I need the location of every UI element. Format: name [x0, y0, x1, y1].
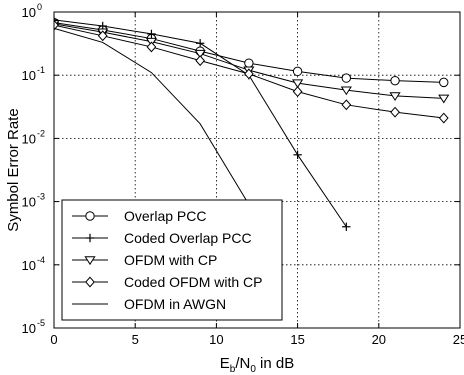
- legend-label: OFDM with CP: [124, 252, 217, 268]
- y-tick-label: 10: [22, 68, 36, 83]
- data-point: [292, 66, 303, 77]
- x-axis-label-mid: /N: [235, 355, 250, 372]
- x-axis-label-sub2: 0: [250, 364, 256, 375]
- y-tick-label-base: 10: [22, 258, 36, 273]
- series-layer: [54, 15, 450, 231]
- y-tick-label-base: 10: [22, 195, 36, 210]
- legend-label: Overlap PCC: [124, 208, 206, 224]
- data-point: [194, 49, 206, 59]
- y-axis-label: Symbol Error Rate: [5, 108, 22, 231]
- data-point: [340, 86, 352, 96]
- data-point: [147, 29, 156, 39]
- data-point: [342, 222, 351, 231]
- x-axis-label-base: E: [220, 355, 230, 372]
- data-point: [292, 86, 303, 98]
- legend-label: Coded Overlap PCC: [124, 230, 252, 246]
- series-5: [54, 27, 250, 205]
- legend-marker: [85, 211, 95, 221]
- y-tick-label: 10: [22, 5, 36, 20]
- y-tick-label-exponent: -2: [37, 128, 45, 138]
- y-tick-label-base: 10: [22, 68, 36, 83]
- y-tick-label: 10: [22, 195, 36, 210]
- y-tick-label-base: 10: [22, 131, 36, 146]
- data-point: [54, 19, 59, 31]
- data-point: [146, 41, 157, 53]
- x-axis-label-rest: in dB: [256, 355, 294, 372]
- series-line: [54, 27, 250, 205]
- data-point: [390, 75, 400, 86]
- x-tick-label: 20: [372, 332, 386, 347]
- legend-marker: [85, 276, 95, 288]
- data-point: [341, 99, 352, 111]
- y-tick-label-exponent: 0: [37, 2, 42, 12]
- x-axis-label: Eb/N0 in dB: [220, 355, 295, 375]
- y-tick-label: 10: [22, 258, 36, 273]
- plot-frame: [53, 11, 461, 329]
- legend: Overlap PCC Coded Overlap PCC OFDM with CP…: [61, 199, 283, 321]
- y-tick-label: 10: [22, 131, 36, 146]
- data-point: [438, 94, 450, 104]
- y-tick-label: 10: [22, 321, 36, 336]
- x-tick-label: 5: [132, 332, 139, 347]
- y-tick-label-exponent: -3: [37, 192, 45, 202]
- x-tick-label: 25: [453, 332, 464, 347]
- legend-entry: OFDM with CP: [72, 252, 217, 268]
- legend-label: Coded OFDM with CP: [124, 274, 262, 290]
- x-tick-label: 10: [209, 332, 223, 347]
- data-point: [438, 112, 449, 124]
- legend-label: OFDM in AWGN: [124, 296, 226, 312]
- y-tick-label-exponent: -5: [37, 318, 45, 328]
- series-4: [54, 19, 449, 124]
- legend-entry: Coded Overlap PCC: [72, 230, 252, 246]
- y-tick-label-base: 10: [22, 5, 36, 20]
- data-point: [389, 92, 401, 102]
- data-point: [244, 68, 254, 80]
- data-point: [390, 106, 400, 118]
- data-point: [54, 15, 59, 25]
- legend-entry: OFDM in AWGN: [72, 296, 226, 312]
- legend-entry: Coded OFDM with CP: [72, 274, 262, 290]
- x-axis-label-sub1: b: [230, 364, 236, 375]
- y-tick-label-exponent: -4: [37, 255, 45, 265]
- data-point: [293, 150, 302, 160]
- data-point: [195, 55, 206, 67]
- data-point: [439, 77, 449, 88]
- data-point: [291, 79, 304, 89]
- legend-marker: [84, 256, 96, 266]
- y-tick-label-base: 10: [22, 321, 36, 336]
- data-point: [195, 39, 205, 48]
- data-point: [341, 73, 352, 83]
- data-point: [244, 58, 254, 68]
- data-point: [97, 30, 108, 42]
- x-tick-label: 15: [290, 332, 304, 347]
- y-tick-label-exponent: -1: [37, 65, 45, 75]
- legend-marker: [85, 233, 95, 243]
- x-tick-label: 0: [50, 332, 57, 347]
- legend-entry: Overlap PCC: [72, 208, 206, 224]
